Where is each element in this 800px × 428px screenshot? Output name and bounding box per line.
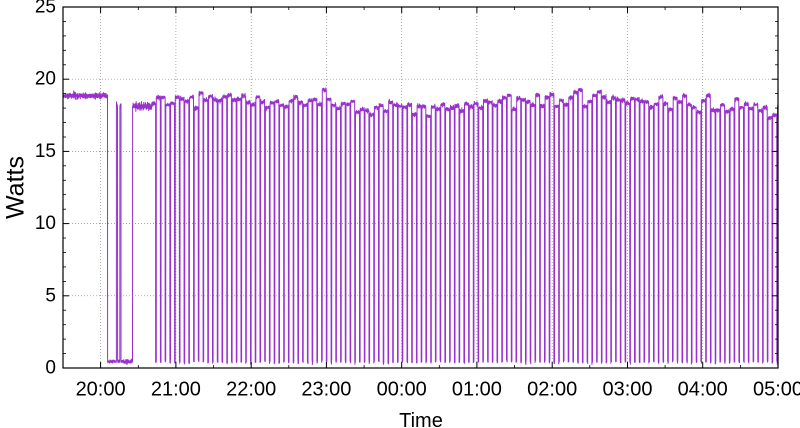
svg-text:02:00: 02:00 — [527, 379, 577, 401]
svg-text:22:00: 22:00 — [226, 379, 276, 401]
svg-text:Time: Time — [399, 410, 443, 428]
svg-text:21:00: 21:00 — [151, 379, 201, 401]
svg-text:23:00: 23:00 — [301, 379, 351, 401]
svg-text:5: 5 — [45, 285, 56, 306]
svg-text:03:00: 03:00 — [602, 379, 652, 401]
svg-text:20: 20 — [35, 69, 56, 90]
svg-text:20:00: 20:00 — [76, 379, 126, 401]
svg-text:0: 0 — [45, 358, 56, 379]
svg-text:Watts: Watts — [2, 156, 30, 219]
svg-text:10: 10 — [35, 213, 56, 234]
svg-text:00:00: 00:00 — [377, 379, 427, 401]
svg-text:01:00: 01:00 — [452, 379, 502, 401]
svg-text:04:00: 04:00 — [678, 379, 728, 401]
svg-text:25: 25 — [35, 0, 56, 18]
svg-text:05:00: 05:00 — [753, 379, 800, 401]
svg-text:15: 15 — [35, 141, 56, 162]
